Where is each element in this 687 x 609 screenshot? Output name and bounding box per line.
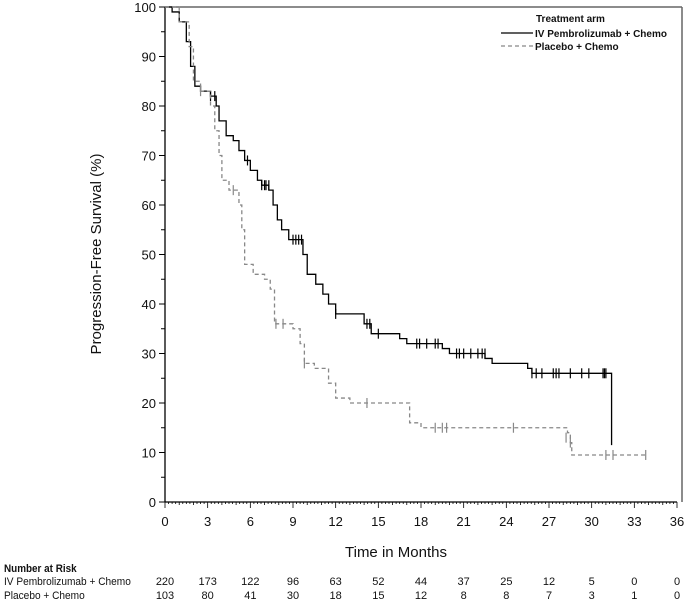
risk-value: 0 — [673, 590, 681, 602]
legend-title: Treatment arm — [536, 14, 605, 25]
risk-value: 63 — [329, 576, 342, 588]
number-at-risk-title: Number at Risk — [4, 563, 77, 575]
x-tick-label: 27 — [542, 514, 556, 529]
risk-value: 5 — [588, 576, 595, 588]
y-tick-label: 40 — [142, 297, 156, 312]
risk-value: 1 — [631, 590, 638, 602]
risk-value: 12 — [414, 590, 428, 602]
risk-value: 7 — [545, 590, 553, 602]
risk-value: 18 — [329, 590, 342, 602]
legend-label-placebo: Placebo + Chemo — [535, 42, 619, 53]
y-tick-label: 10 — [142, 446, 156, 461]
km-curve-placebo — [165, 6, 646, 456]
risk-value: 41 — [244, 590, 257, 602]
x-tick-label: 9 — [289, 514, 296, 529]
x-tick-label: 24 — [499, 514, 513, 529]
risk-value: 8 — [460, 590, 467, 602]
x-axis-title: Time in Months — [345, 544, 447, 561]
risk-value: 0 — [673, 576, 681, 588]
x-tick-label: 12 — [328, 514, 342, 529]
risk-value: 80 — [201, 590, 214, 602]
y-tick-label: 60 — [142, 198, 156, 213]
y-tick-label: 70 — [142, 149, 156, 164]
y-tick-label: 90 — [142, 50, 156, 65]
x-tick-label: 36 — [670, 514, 684, 529]
risk-value: 122 — [241, 576, 260, 588]
risk-value: 12 — [542, 576, 556, 588]
risk-value: 37 — [457, 576, 470, 588]
x-tick-label: 6 — [247, 514, 254, 529]
x-tick-label: 30 — [584, 514, 598, 529]
legend-label-pembrolizumab: IV Pembrolizumab + Chemo — [535, 29, 667, 40]
risk-row-label-placebo: Placebo + Chemo — [4, 590, 85, 602]
risk-value: 173 — [198, 576, 217, 588]
y-tick-label: 100 — [134, 0, 156, 15]
x-tick-label: 15 — [371, 514, 385, 529]
risk-value: 25 — [500, 576, 513, 588]
y-tick-label: 80 — [142, 99, 156, 114]
y-axis-title: Progression-Free Survival (%) — [88, 154, 105, 355]
risk-row-label-pembrolizumab: IV Pembrolizumab + Chemo — [4, 576, 131, 588]
x-tick-label: 18 — [414, 514, 428, 529]
risk-value: 8 — [503, 590, 510, 602]
risk-value: 52 — [372, 576, 385, 588]
risk-value: 15 — [372, 590, 385, 602]
risk-value: 96 — [286, 576, 300, 588]
y-tick-label: 20 — [142, 396, 156, 411]
km-curve-pembrolizumab — [165, 6, 613, 446]
y-tick-label: 50 — [142, 248, 156, 263]
x-tick-label: 0 — [161, 514, 168, 529]
risk-value: 44 — [414, 576, 428, 588]
x-tick-label: 33 — [627, 514, 641, 529]
y-tick-label: 30 — [142, 347, 156, 362]
risk-value: 103 — [155, 590, 175, 602]
risk-value: 220 — [155, 576, 175, 588]
x-tick-label: 21 — [456, 514, 470, 529]
x-tick-label: 3 — [204, 514, 211, 529]
risk-value: 30 — [286, 590, 300, 602]
legend: Treatment arm IV Pembrolizumab + Chemo P… — [501, 14, 667, 53]
y-tick-label: 0 — [149, 495, 156, 510]
risk-value: 3 — [588, 590, 595, 602]
risk-value: 0 — [631, 576, 638, 588]
